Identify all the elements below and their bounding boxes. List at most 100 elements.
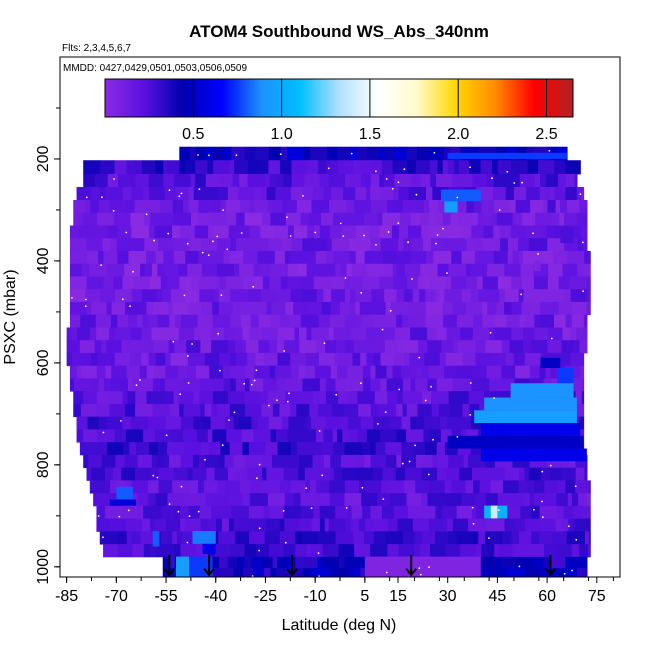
heatmap-cell [575,391,583,405]
heatmap-cell [223,378,231,392]
heatmap-cell [239,174,249,188]
sample-dot [442,227,444,230]
heatmap-cell [538,518,557,532]
heatmap-cell [117,531,128,545]
heatmap-cell [558,568,566,577]
heatmap-cell [582,238,588,252]
heatmap-cell [107,391,124,405]
heatmap-cell [234,160,249,175]
heatmap-cell [581,378,585,392]
heatmap-cell [319,378,327,392]
heatmap-cell [430,174,437,188]
sample-dot [541,500,543,503]
heatmap-cell [461,289,472,303]
heatmap-cell [334,352,340,367]
heatmap-cell [327,505,336,520]
heatmap-cell [416,391,423,405]
heatmap-cell [490,352,501,367]
heatmap-cell [187,365,197,379]
heatmap-cell [514,518,526,532]
heatmap-cell [366,187,371,201]
heatmap-cell [269,505,285,520]
heatmap-cell [203,250,220,265]
heatmap-cell [330,365,338,379]
heatmap-cell [179,146,191,161]
heatmap-cell [330,454,342,469]
heatmap-cell [124,301,144,316]
heatmap-cell [500,238,509,252]
heatmap-cell [404,263,421,277]
heatmap-cell [574,174,578,188]
heatmap-cell [410,416,417,430]
heatmap-cell [354,544,371,558]
heatmap-cell [344,314,358,328]
sample-dot [472,522,475,525]
heatmap-cell [547,276,560,290]
heatmap-cell [267,200,273,214]
heatmap-cell [209,365,224,379]
heatmap-cell [368,340,386,354]
heatmap-cell [364,225,371,239]
sample-dot [360,382,362,385]
heatmap-cell [333,327,352,341]
heatmap-cell [134,200,146,214]
heatmap-cell [122,391,128,405]
heatmap-cell [262,556,268,569]
heatmap-cell [586,301,591,316]
heatmap-cell [367,146,380,161]
heatmap-cell [127,391,136,405]
heatmap-cell [91,187,101,201]
heatmap-cell [281,416,290,430]
heatmap-cell [473,314,483,328]
heatmap-cell [338,352,354,367]
heatmap-cell [349,238,356,252]
heatmap-cell [113,467,122,481]
heatmap-cell [361,556,368,569]
heatmap-cell [110,250,118,265]
sample-dot [226,248,229,251]
heatmap-cell [489,531,497,545]
heatmap-cell [212,378,225,392]
heatmap-cell [72,352,82,367]
heatmap-cell [333,250,351,265]
heatmap-cell [441,340,454,354]
heatmap-cell [236,467,243,481]
heatmap-cell [306,544,312,558]
heatmap-cell [117,250,130,265]
heatmap-cell [423,200,430,214]
sample-dot [424,399,427,402]
heatmap-cell [211,505,221,520]
heatmap-cell [536,250,554,265]
heatmap-cell [223,146,232,161]
heatmap-cell [81,263,90,277]
heatmap-cell [167,276,181,290]
heatmap-cell [153,340,170,354]
heatmap-cell [242,493,251,507]
sample-dot [289,235,292,237]
heatmap-cell [448,454,465,469]
heatmap-cell [579,544,589,558]
heatmap-cell [128,378,134,392]
heatmap-cell [243,568,254,577]
heatmap-cell [530,200,544,214]
heatmap-cell [504,518,516,532]
heatmap-cell [478,531,486,545]
heatmap-cell [462,352,477,367]
heatmap-cell [370,505,383,520]
heatmap-cell [173,467,189,481]
heatmap-cell [137,493,149,507]
heatmap-cell [485,340,503,354]
heatmap-cell [97,429,116,443]
heatmap-cell [183,429,198,443]
heatmap-cell [352,263,369,277]
heatmap-cell [416,416,425,430]
heatmap-cell [365,480,382,494]
heatmap-cell [93,493,99,507]
heatmap-cell [201,301,213,316]
heatmap-cell [167,493,185,507]
heatmap-cell [91,301,108,316]
sample-dot [397,222,400,225]
heatmap-cell [153,365,167,379]
heatmap-cell [531,531,540,545]
heatmap-cell [211,212,228,226]
